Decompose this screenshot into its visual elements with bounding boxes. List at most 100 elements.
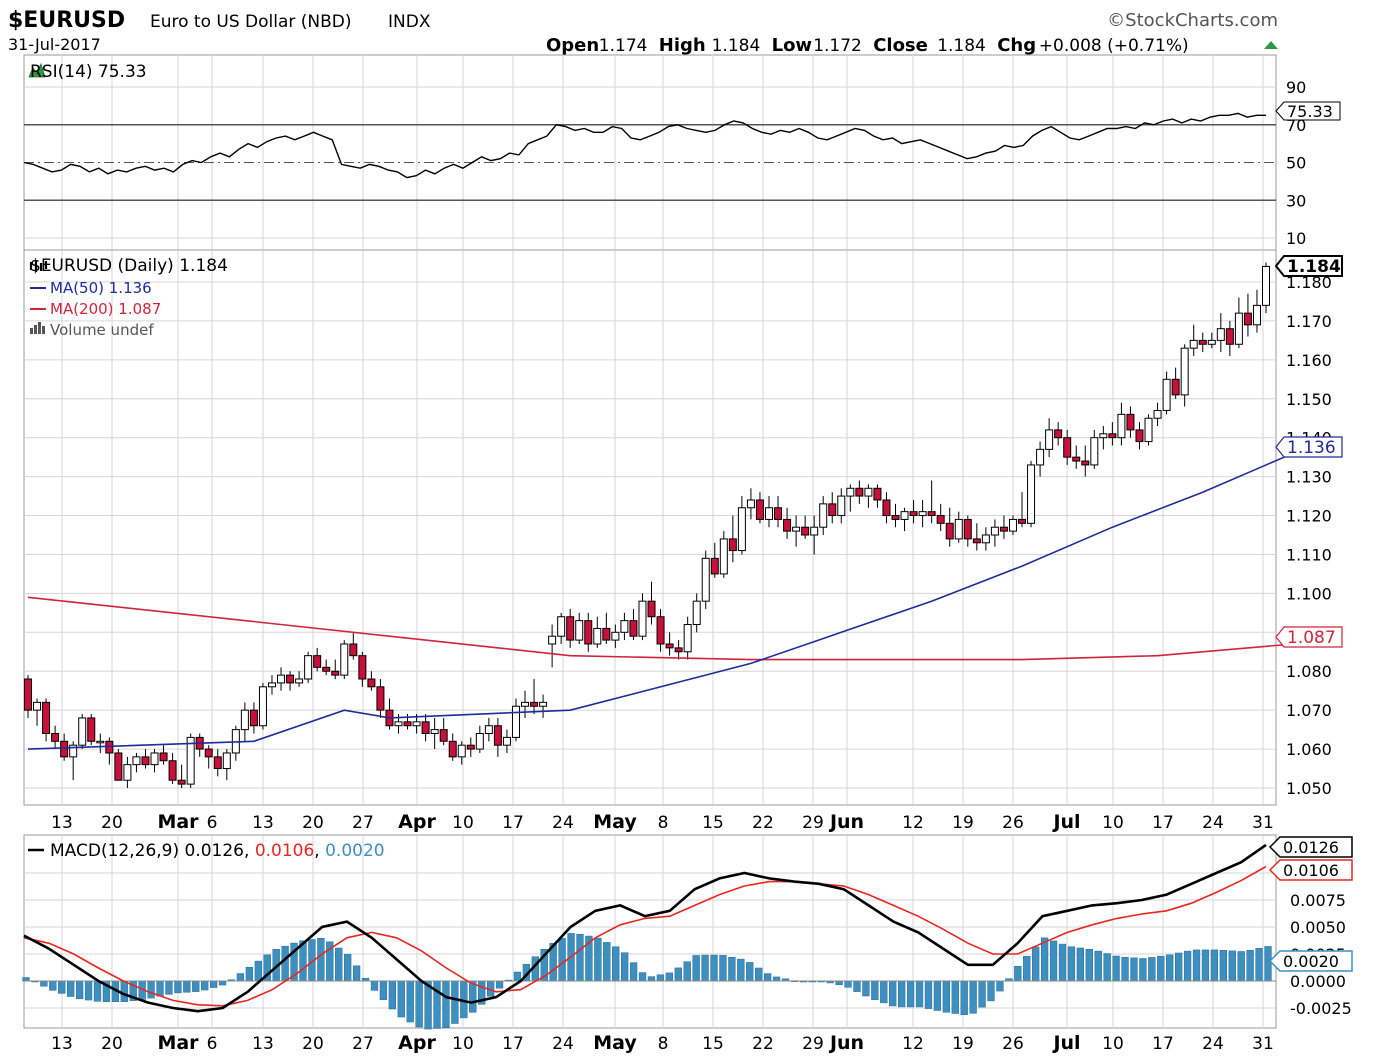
candle <box>96 740 105 744</box>
price-tick-label: 1.110 <box>1286 545 1332 564</box>
signal-tag-label: 0.0106 <box>1283 861 1339 880</box>
macd-hist-bar <box>1040 937 1049 982</box>
macd-hist-bar <box>183 980 191 993</box>
rsi-legend: RSI(14) 75.33 <box>30 62 147 82</box>
macd-hist-bar <box>1174 952 1183 982</box>
macd-hist-bar <box>1112 955 1120 982</box>
candle <box>331 670 340 676</box>
candle <box>945 522 954 540</box>
candle <box>51 733 60 742</box>
candle <box>168 760 177 781</box>
x-tick-label: 22 <box>752 1034 774 1054</box>
macd-hist-bar <box>451 980 459 1024</box>
candle <box>150 752 159 766</box>
candle <box>42 701 51 735</box>
candle <box>918 511 927 517</box>
candle <box>629 620 638 637</box>
rsi-value-tag <box>1275 101 1341 121</box>
macd-legend: MACD(12,26,9) 0.0126 <box>50 841 244 861</box>
ma50-tag-label: 1.136 <box>1287 438 1336 458</box>
candle <box>557 616 566 637</box>
price-tick-label: 1.120 <box>1286 507 1332 526</box>
candle <box>972 538 981 544</box>
macd-hist-bar <box>1219 949 1227 982</box>
macd-hist-bar <box>1148 957 1156 982</box>
candle <box>1207 339 1216 345</box>
price-tick-label: 1.130 <box>1286 468 1332 487</box>
candle <box>1108 433 1117 439</box>
x-tick-label: Jul <box>1051 1032 1080 1054</box>
ma50-tag <box>1275 436 1343 458</box>
rsi-tick-label: 10 <box>1286 229 1306 248</box>
macd-hist-bar <box>621 952 629 982</box>
x-tick-label: Jun <box>828 1032 864 1054</box>
macd-hist-bar <box>656 974 665 982</box>
price-legend: $EURUSD (Daily) 1.184 <box>30 256 228 276</box>
price-tick-label: 1.100 <box>1286 584 1332 603</box>
candle <box>286 674 295 684</box>
volume-legend-icon <box>38 322 41 334</box>
ohlc-label: Low <box>772 35 812 56</box>
macd-hist-bar <box>49 980 57 991</box>
candle <box>1234 312 1243 345</box>
price-tick-label: 1.080 <box>1286 662 1332 681</box>
rsi-tick-label: 50 <box>1286 154 1306 173</box>
candle <box>141 756 150 766</box>
candle <box>692 600 701 626</box>
macd-hist-bar <box>576 933 584 982</box>
candle <box>1054 429 1063 439</box>
price-tick-label: 1.180 <box>1286 273 1332 292</box>
macd-hist-bar <box>1103 953 1111 982</box>
macd-hist-bar <box>853 980 861 992</box>
macd-hist-bar <box>75 980 84 1000</box>
x-tick-label: 19 <box>952 813 974 833</box>
macd-hist-bar <box>1201 949 1210 982</box>
candle <box>502 736 511 746</box>
candle <box>24 678 32 711</box>
candle <box>1189 339 1198 349</box>
candle <box>132 756 141 766</box>
macd-hist-bar <box>1166 954 1174 982</box>
macd-hist-bar <box>415 980 423 1028</box>
candle <box>737 507 746 552</box>
price-tick-label: 1.150 <box>1286 390 1332 409</box>
x-tick-label: 6 <box>207 813 218 833</box>
signal-tag <box>1268 859 1353 881</box>
macd-hist-bar <box>880 980 888 1004</box>
x-tick-label: 13 <box>51 813 73 833</box>
macd-tag-label: 0.0126 <box>1283 838 1339 857</box>
macd-hist-bar <box>1023 956 1031 982</box>
candle <box>647 600 656 618</box>
candle <box>511 705 520 738</box>
ma200-tag <box>1275 626 1343 648</box>
candle <box>1090 437 1099 466</box>
macd-hist-bar <box>871 980 879 1001</box>
candle <box>981 534 990 544</box>
x-tick-label: 20 <box>101 813 123 833</box>
macd-hist-bar <box>844 980 852 988</box>
x-tick-label: 13 <box>252 1034 274 1054</box>
macd-hist-bar <box>889 980 897 1007</box>
ohlc-label: High <box>659 35 706 56</box>
hist-legend: 0.0020 <box>325 841 384 861</box>
x-tick-label: 20 <box>101 1034 123 1054</box>
macd-hist-bar <box>84 980 93 1001</box>
candle <box>376 686 385 711</box>
x-tick-label: 24 <box>552 813 574 833</box>
ohlc-row: Open 1.174 High 1.184 Low 1.172 Close 1.184 Chg +… <box>546 35 1189 56</box>
candle <box>439 729 448 742</box>
macd-hist-bar <box>728 956 736 982</box>
candle <box>322 666 331 672</box>
ohlc-label: Open <box>546 35 599 56</box>
macd-hist-bar <box>1157 955 1165 982</box>
candle <box>313 655 322 668</box>
candle <box>358 655 367 680</box>
macd-hist-bar <box>942 980 950 1013</box>
macd-hist-bar <box>1085 948 1093 982</box>
x-tick-label: 8 <box>658 813 669 833</box>
x-tick-label: 13 <box>252 813 274 833</box>
candle <box>123 764 132 781</box>
chart-date: 31-Jul-2017 <box>8 35 101 54</box>
macd-hist-bar <box>683 961 691 982</box>
